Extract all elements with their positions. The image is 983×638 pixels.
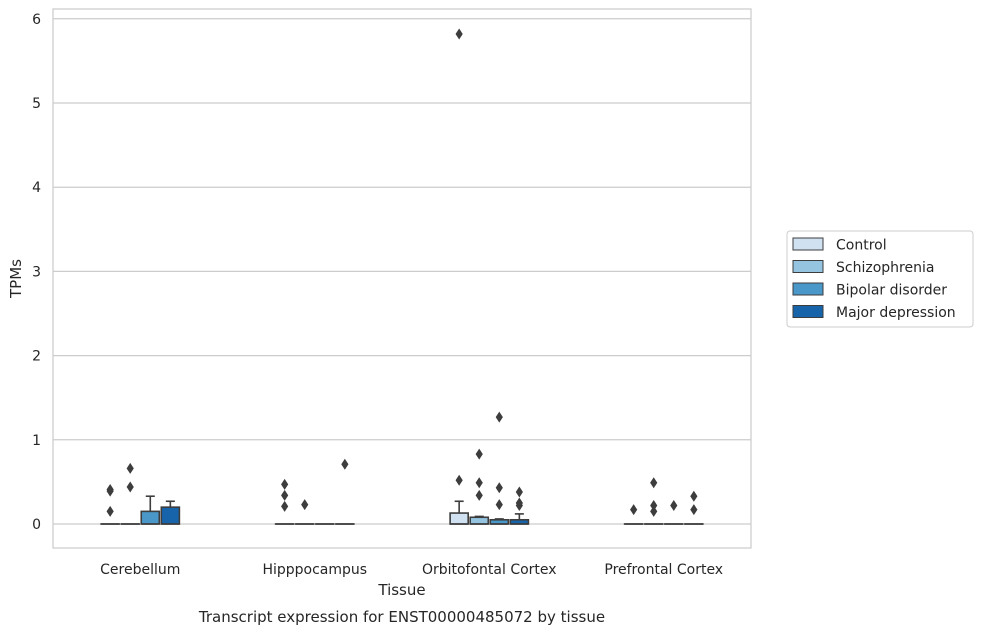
outlier-point: [107, 484, 114, 495]
outlier-point: [281, 479, 288, 490]
figure-caption: Transcript expression for ENST0000048507…: [198, 608, 605, 626]
outlier-point: [496, 499, 503, 510]
box-major-depression: [510, 487, 528, 524]
outlier-point: [127, 463, 134, 474]
box-control: [276, 479, 294, 524]
box-control: [101, 484, 119, 524]
plot-area-frame: [53, 9, 751, 548]
outlier-point: [496, 482, 503, 493]
box-schizophrenia: [121, 463, 139, 524]
box-body: [141, 511, 159, 524]
box-schizophrenia: [645, 477, 663, 524]
box-control: [625, 504, 643, 524]
outlier-point: [341, 459, 348, 470]
outlier-point: [281, 501, 288, 512]
outlier-point: [456, 475, 463, 486]
outlier-point: [516, 487, 523, 498]
legend-swatch: [793, 238, 823, 250]
legend: Control Schizophrenia Bipolar disorder Majo…: [787, 231, 973, 327]
x-axis-label: Tissue: [377, 581, 425, 599]
legend-swatch: [793, 283, 823, 295]
box-bipolar-disorder: [490, 412, 508, 524]
x-tick-label: Prefrontal Cortex: [604, 562, 723, 578]
legend-label: Major depression: [836, 305, 956, 321]
box-bipolar-disorder: [141, 496, 159, 524]
y-axis-label: TPMs: [7, 259, 25, 299]
y-tick-label: 2: [32, 349, 41, 365]
box-schizophrenia: [296, 499, 314, 524]
outlier-point: [650, 477, 657, 488]
outlier-point: [650, 500, 657, 511]
outlier-point: [476, 477, 483, 488]
legend-label: Bipolar disorder: [836, 283, 947, 299]
legend-label: Schizophrenia: [836, 260, 934, 276]
outlier-point: [107, 506, 114, 517]
y-tick-label: 5: [32, 96, 41, 112]
box-major-depression: [336, 459, 354, 524]
y-tick-label: 0: [32, 517, 41, 533]
y-tick-label: 4: [32, 180, 41, 196]
outlier-point: [690, 491, 697, 502]
outlier-point: [301, 499, 308, 510]
y-tick-label: 3: [32, 264, 41, 280]
box-bipolar-disorder: [665, 500, 683, 524]
y-tick-label: 6: [32, 12, 41, 28]
y-tick-label: 1: [32, 433, 41, 449]
box-body: [161, 507, 179, 524]
outlier-point: [476, 449, 483, 460]
outlier-point: [456, 28, 463, 39]
outlier-point: [496, 412, 503, 423]
x-tick-labels: Cerebellum Hipppocampus Orbitofontal Corte…: [100, 562, 723, 578]
legend-swatch: [793, 306, 823, 318]
legend-label: Control: [836, 238, 887, 254]
outlier-point: [281, 490, 288, 501]
outlier-point: [630, 504, 637, 515]
box-body: [450, 513, 468, 524]
y-tick-labels: 0 1 2 3 4 5 6: [32, 12, 41, 533]
outlier-point: [127, 481, 134, 492]
x-tick-label: Orbitofontal Cortex: [422, 562, 557, 578]
box-major-depression: [161, 501, 179, 524]
outlier-point: [476, 490, 483, 501]
gridlines: [53, 19, 751, 524]
box-major-depression: [685, 491, 703, 524]
outlier-point: [690, 504, 697, 515]
x-tick-label: Hipppocampus: [262, 562, 367, 578]
box-body: [470, 517, 488, 524]
box-schizophrenia: [470, 449, 488, 524]
legend-swatch: [793, 261, 823, 273]
outlier-point: [670, 500, 677, 511]
x-tick-label: Cerebellum: [100, 562, 180, 578]
